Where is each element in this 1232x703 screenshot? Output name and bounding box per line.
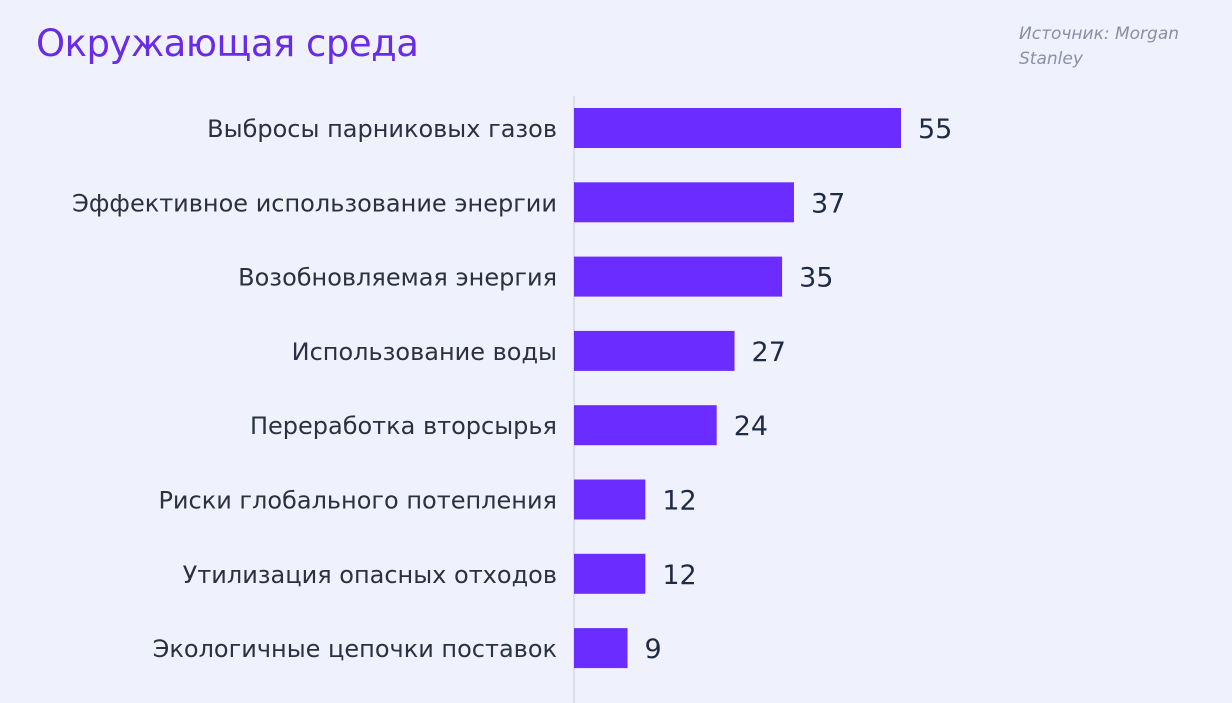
category-label: Риски глобального потепления: [158, 487, 557, 515]
bar: [574, 553, 646, 594]
bars-group: Выбросы парниковых газов 55 Эффективное ис…: [72, 108, 952, 669]
value-label: 9: [645, 634, 662, 665]
category-label: Возобновляемая энергия: [238, 264, 557, 292]
bar: [574, 628, 628, 669]
value-label: 37: [811, 188, 845, 219]
category-label: Использование воды: [292, 338, 557, 366]
bar: [574, 330, 735, 371]
bar: [574, 479, 646, 520]
bar: [574, 256, 783, 297]
value-label: 12: [662, 486, 696, 517]
category-label: Утилизация опасных отходов: [183, 561, 557, 589]
category-label: Экологичные цепочки поставок: [153, 635, 557, 663]
bar: [574, 405, 717, 446]
source-note: Источник: Morgan Stanley: [1019, 24, 1180, 69]
value-label: 55: [918, 114, 952, 145]
category-label: Переработка вторсырья: [250, 412, 557, 440]
value-label: 35: [799, 263, 833, 294]
chart-title: Окружающая среда: [36, 22, 419, 65]
category-label: Эффективное использование энергии: [72, 189, 557, 217]
bar: [574, 182, 794, 223]
category-label: Выбросы парниковых газов: [207, 115, 557, 143]
value-label: 12: [662, 560, 696, 591]
value-label: 24: [734, 411, 768, 442]
value-label: 27: [752, 337, 786, 368]
bar: [574, 108, 901, 148]
